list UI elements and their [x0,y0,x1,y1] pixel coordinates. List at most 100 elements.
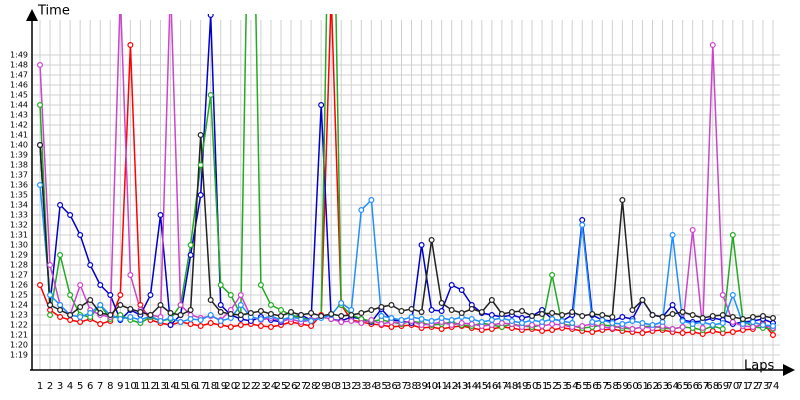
x-tick-label: 65 [676,381,689,392]
lap-marker [599,317,606,324]
lap-marker [67,292,74,299]
lap-marker [87,297,94,304]
lap-marker [36,182,43,189]
lap-marker [729,292,736,299]
lap-marker [227,311,234,318]
y-tick-label: 1:40 [10,141,28,150]
x-tick-label: 8 [107,381,113,392]
lap-marker [719,292,726,299]
lap-marker [408,306,415,313]
lap-marker [187,252,194,259]
lap-marker [549,310,556,317]
lap-marker [729,314,736,321]
lap-marker [57,307,64,314]
x-tick-label: 64 [666,381,679,392]
x-tick-label: 67 [696,381,709,392]
x-tick-label: 35 [375,381,388,392]
lap-marker [77,232,84,239]
y-tick-label: 1:41 [10,131,28,140]
lap-marker [569,320,576,327]
lap-marker [47,307,54,314]
x-tick-label: 21 [234,381,247,392]
lap-marker [579,323,586,330]
lap-marker [207,14,214,18]
y-tick-label: 1:38 [10,161,28,170]
lap-marker [729,329,736,336]
lap-marker [508,318,515,325]
x-tick-label: 63 [656,381,669,392]
x-tick-label: 19 [214,381,227,392]
lap-marker [709,41,716,48]
lap-marker [589,319,596,326]
lap-marker [599,312,606,319]
lap-marker [127,314,134,321]
lap-marker [167,315,174,322]
lap-marker [147,312,154,319]
lap-marker [398,317,405,324]
lap-marker [539,319,546,326]
x-tick-label: 20 [224,381,237,392]
x-tick-label: 73 [757,381,770,392]
x-tick-label: 30 [325,381,338,392]
lap-marker [97,282,104,289]
x-tick-label: 59 [616,381,629,392]
x-tick-label: 60 [626,381,639,392]
x-tick-label: 62 [646,381,659,392]
y-tick-label: 1:26 [10,281,28,290]
lap-marker [569,309,576,316]
lap-marker [438,315,445,322]
lap-marker [629,326,636,333]
x-tick-label: 58 [606,381,619,392]
lap-marker [36,61,43,68]
x-tick-label: 13 [154,381,167,392]
x-tick-label: 12 [144,381,157,392]
lap-marker [719,320,726,327]
lap-marker [77,319,84,326]
lap-marker [207,320,214,327]
lap-marker [619,197,626,204]
x-tick-label: 47 [496,381,509,392]
lap-marker [649,322,656,329]
lap-marker [428,237,435,244]
x-tick-label: 18 [204,381,217,392]
x-tick-label: 11 [134,381,147,392]
lap-marker [418,316,425,323]
lap-marker [609,314,616,321]
y-tick-label: 1:46 [10,81,28,90]
y-tick-label: 1:31 [10,231,28,240]
lap-marker [358,310,365,317]
lap-marker [478,309,485,316]
lap-marker [529,322,536,329]
lap-marker [147,292,154,299]
lap-marker [649,312,656,319]
lap-marker [127,306,134,313]
x-tick-label: 38 [405,381,418,392]
lap-marker [127,41,134,48]
lap-marker [508,309,515,316]
lap-marker [167,322,174,329]
y-tick-label: 1:27 [10,271,28,280]
x-tick-label: 71 [737,381,750,392]
lap-marker [619,314,626,321]
x-tick-label: 72 [747,381,760,392]
lap-marker [539,311,546,318]
lap-marker [358,320,365,327]
lap-marker [478,319,485,326]
lap-marker [77,304,84,311]
lap-marker [77,282,84,289]
lap-marker [57,314,64,321]
lap-marker [207,312,214,319]
x-tick-label: 50 [526,381,539,392]
x-tick-label: 25 [275,381,288,392]
x-tick-label: 56 [586,381,599,392]
lap-marker [257,308,264,315]
lap-marker [237,292,244,299]
lap-marker [137,302,144,309]
lap-marker [458,320,465,327]
lap-marker [388,302,395,309]
x-tick-label: 41 [435,381,448,392]
lap-marker [719,312,726,319]
lap-marker [579,222,586,229]
lap-marker [318,313,325,320]
lap-marker [549,272,556,279]
